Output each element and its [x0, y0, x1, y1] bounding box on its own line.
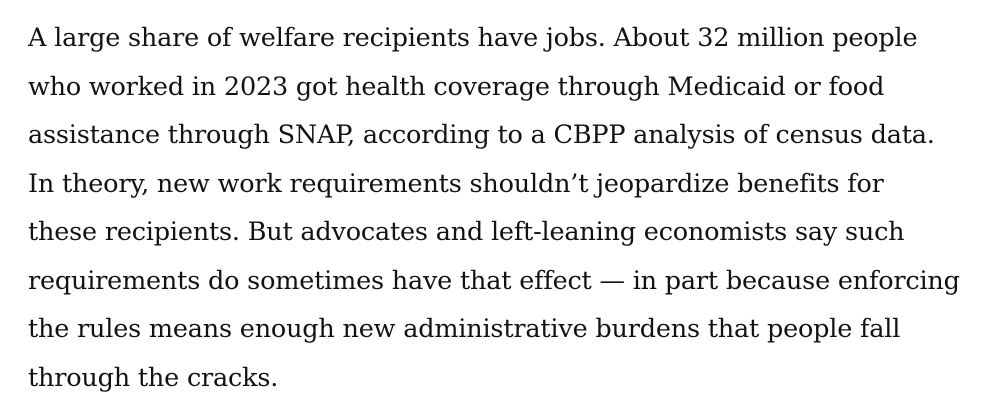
- paragraph-line: assistance through SNAP, according to a …: [28, 120, 935, 150]
- article-paragraph: A large share of welfare recipients have…: [28, 14, 980, 402]
- paragraph-line: requirements do sometimes have that effe…: [28, 265, 960, 296]
- paragraph-line: through the cracks.: [28, 362, 279, 393]
- paragraph-line: who worked in 2023 got health coverage t…: [28, 71, 885, 102]
- paragraph-line: In theory, new work requirements shouldn…: [28, 168, 884, 199]
- paragraph-line: the rules means enough new administrativ…: [28, 314, 901, 344]
- paragraph-line: A large share of welfare recipients have…: [28, 23, 918, 53]
- paragraph-line: these recipients. But advocates and left…: [28, 217, 905, 247]
